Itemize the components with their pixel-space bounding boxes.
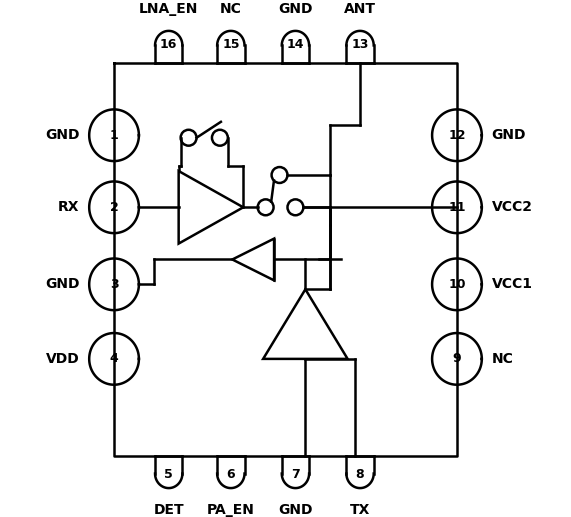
Text: ANT: ANT — [344, 2, 376, 16]
Text: DET: DET — [154, 503, 184, 517]
Text: NC: NC — [220, 2, 242, 16]
Text: 9: 9 — [453, 353, 461, 366]
Text: 5: 5 — [164, 468, 173, 481]
Text: 1: 1 — [110, 129, 118, 142]
Text: 10: 10 — [448, 278, 466, 291]
Text: 8: 8 — [356, 468, 364, 481]
Text: 3: 3 — [110, 278, 118, 291]
Text: 16: 16 — [160, 38, 178, 51]
Text: 6: 6 — [227, 468, 235, 481]
Text: RX: RX — [58, 200, 79, 215]
Text: GND: GND — [45, 128, 79, 142]
Text: GND: GND — [278, 2, 313, 16]
Text: GND: GND — [278, 503, 313, 517]
Text: 2: 2 — [110, 201, 118, 214]
Text: GND: GND — [492, 128, 526, 142]
Text: GND: GND — [45, 277, 79, 292]
Text: 4: 4 — [110, 353, 118, 366]
Text: LNA_EN: LNA_EN — [139, 2, 198, 16]
Text: 11: 11 — [448, 201, 466, 214]
Text: 7: 7 — [291, 468, 300, 481]
Text: VCC2: VCC2 — [492, 200, 533, 215]
Text: NC: NC — [492, 352, 513, 366]
Text: PA_EN: PA_EN — [207, 503, 255, 517]
Text: TX: TX — [350, 503, 370, 517]
Text: 12: 12 — [448, 129, 466, 142]
Text: VDD: VDD — [46, 352, 79, 366]
Text: 14: 14 — [287, 38, 304, 51]
Text: 13: 13 — [351, 38, 369, 51]
Text: VCC1: VCC1 — [492, 277, 533, 292]
Text: 15: 15 — [222, 38, 240, 51]
